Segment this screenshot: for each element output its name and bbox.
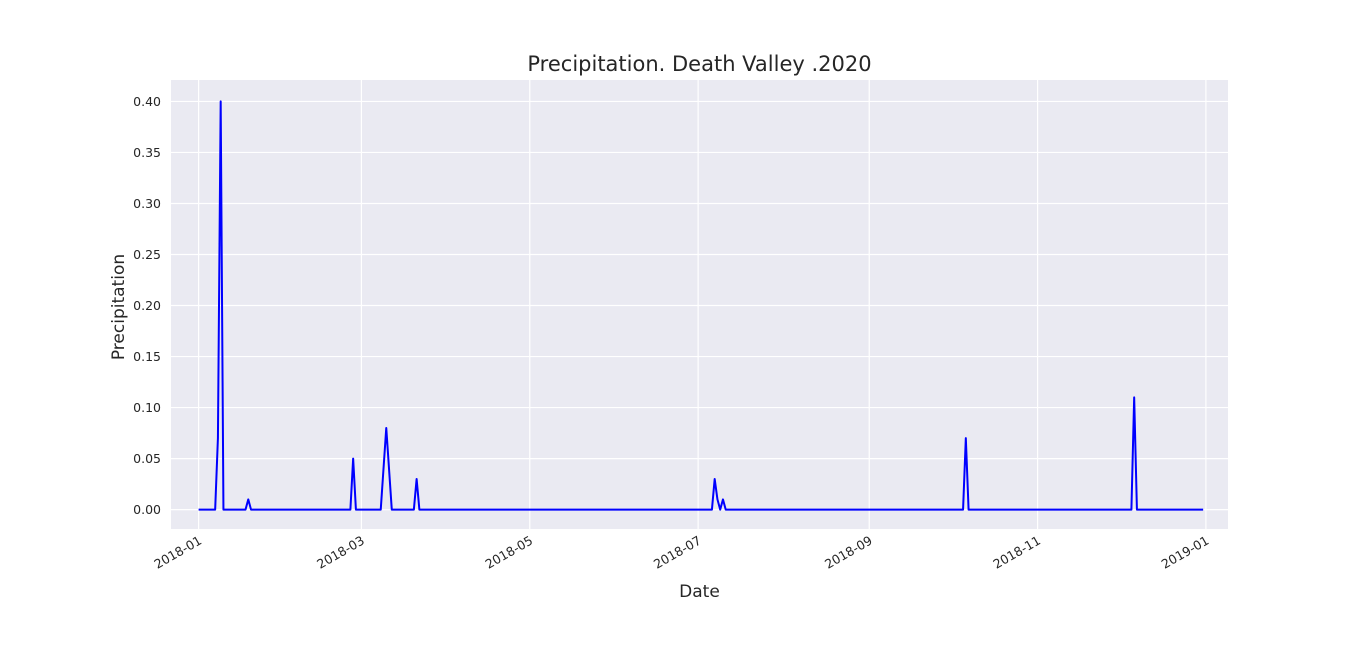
x-tick-label: 2019-01 [1159, 533, 1212, 572]
series-line [198, 100, 1204, 511]
y-tick-label: 0.35 [133, 145, 161, 160]
x-tick-label: 2018-11 [990, 533, 1043, 572]
y-tick-label: 0.30 [133, 196, 161, 211]
y-tick-label: 0.15 [133, 349, 161, 364]
x-axis-label: Date [679, 582, 720, 602]
x-tick-label: 2018-01 [151, 533, 204, 572]
x-tick-label: 2018-07 [651, 533, 704, 572]
y-axis-ticks: 0.00 0.05 0.10 0.15 0.20 0.25 0.30 0.35 0.40 [133, 94, 161, 517]
x-tick-label: 2018-03 [314, 533, 367, 572]
chart-title: Precipitation. Death Valley .2020 [527, 52, 871, 76]
grid-lines [171, 80, 1228, 529]
y-tick-label: 0.40 [133, 94, 161, 109]
y-tick-label: 0.05 [133, 451, 161, 466]
y-tick-label: 0.20 [133, 298, 161, 313]
x-axis-ticks: 2018-01 2018-03 2018-05 2018-07 2018-09 2018-… [151, 533, 1211, 572]
x-tick-label: 2018-05 [483, 533, 536, 572]
x-tick-label: 2018-09 [822, 533, 875, 572]
plot-area [171, 80, 1228, 529]
y-tick-label: 0.10 [133, 400, 161, 415]
y-tick-label: 0.00 [133, 502, 161, 517]
y-axis-label: Precipitation [109, 254, 129, 360]
y-tick-label: 0.25 [133, 247, 161, 262]
